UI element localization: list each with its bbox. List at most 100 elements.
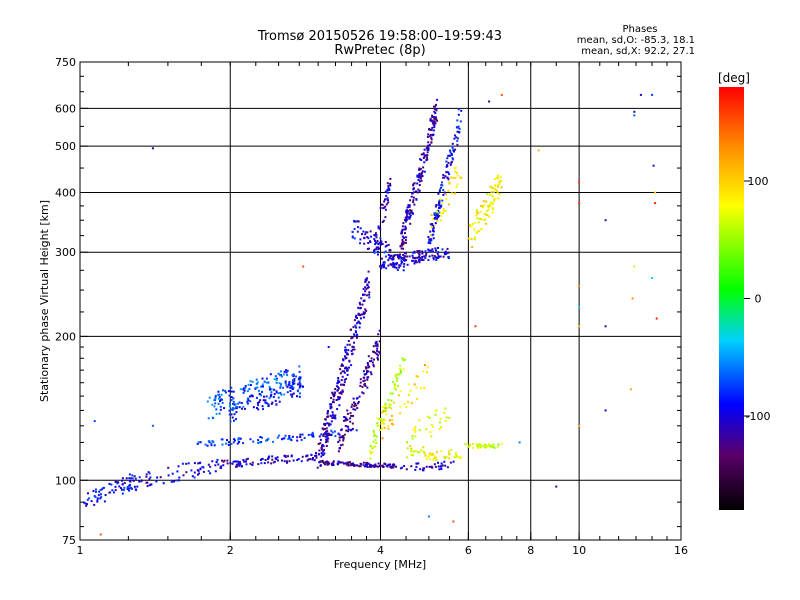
data-point	[454, 170, 457, 173]
data-point	[270, 402, 273, 405]
data-point	[279, 386, 282, 389]
data-point	[400, 230, 403, 233]
y-tick-label: 75	[62, 534, 76, 547]
data-point	[286, 374, 289, 377]
data-point	[366, 231, 369, 234]
data-point	[217, 390, 220, 393]
data-point	[332, 460, 335, 463]
data-point	[421, 250, 424, 253]
data-point	[500, 442, 503, 445]
data-point	[433, 255, 436, 257]
data-point	[459, 176, 462, 179]
data-point	[225, 442, 228, 445]
data-point	[196, 443, 199, 445]
data-point	[420, 179, 423, 182]
data-point	[331, 411, 334, 414]
data-point	[326, 463, 329, 466]
data-point	[445, 160, 448, 163]
data-point	[373, 431, 375, 434]
data-point	[397, 373, 400, 376]
data-point	[259, 436, 262, 438]
data-point	[438, 207, 441, 209]
data-point	[390, 414, 393, 417]
data-point	[391, 422, 394, 425]
data-point	[428, 240, 430, 243]
data-point	[159, 476, 162, 479]
data-point	[379, 428, 381, 431]
data-point	[270, 462, 273, 465]
data-point	[277, 372, 280, 375]
data-point	[394, 254, 397, 256]
data-point	[364, 463, 367, 466]
data-point	[436, 215, 439, 217]
data-point	[123, 488, 125, 491]
data-point	[389, 404, 392, 406]
data-point	[400, 262, 403, 265]
data-point	[315, 456, 318, 459]
data-point	[261, 457, 264, 460]
data-point	[434, 247, 437, 250]
data-point	[494, 184, 497, 187]
data-point	[370, 373, 373, 376]
data-point	[342, 358, 344, 361]
data-point	[190, 469, 193, 472]
data-point	[433, 110, 436, 113]
data-point	[381, 406, 384, 409]
data-point	[342, 437, 345, 440]
data-point	[472, 223, 474, 225]
data-point	[449, 163, 452, 166]
data-point	[100, 496, 103, 499]
data-point	[256, 407, 258, 409]
data-point	[238, 406, 241, 409]
data-point	[264, 459, 267, 461]
data-point	[338, 439, 341, 442]
data-point	[440, 450, 443, 453]
data-point	[278, 434, 281, 437]
data-point	[233, 439, 236, 442]
data-point	[412, 454, 414, 457]
data-point	[389, 419, 391, 422]
data-point	[323, 448, 326, 451]
data-point	[377, 227, 380, 230]
data-point	[403, 265, 405, 268]
data-point	[260, 385, 263, 388]
data-point	[301, 433, 304, 436]
data-point	[231, 416, 234, 419]
data-point	[401, 235, 404, 238]
data-point	[368, 293, 371, 296]
data-point	[280, 383, 282, 386]
data-point	[353, 405, 356, 408]
data-point	[322, 433, 325, 436]
data-point	[369, 230, 372, 233]
data-point	[387, 259, 390, 262]
data-point	[242, 391, 245, 394]
data-point	[337, 396, 340, 398]
data-point	[367, 286, 370, 289]
data-point	[379, 266, 382, 269]
data-point	[318, 449, 321, 452]
data-point	[321, 453, 324, 456]
data-point	[421, 175, 424, 177]
data-point	[322, 450, 325, 453]
data-point	[363, 379, 366, 382]
data-point	[387, 253, 390, 256]
data-point	[351, 427, 354, 430]
data-point	[419, 158, 422, 161]
data-point	[264, 401, 267, 404]
data-point	[206, 444, 209, 447]
data-point	[471, 246, 474, 248]
data-point	[431, 254, 434, 257]
data-point	[267, 403, 270, 406]
data-point	[389, 392, 392, 395]
data-point	[459, 120, 462, 123]
data-point	[480, 228, 483, 231]
data-point	[255, 382, 258, 385]
data-point	[406, 263, 409, 266]
data-point	[416, 256, 419, 259]
data-point	[345, 418, 347, 421]
data-point	[234, 460, 237, 463]
data-point	[147, 471, 150, 474]
data-point	[631, 297, 634, 300]
data-point	[412, 428, 415, 431]
